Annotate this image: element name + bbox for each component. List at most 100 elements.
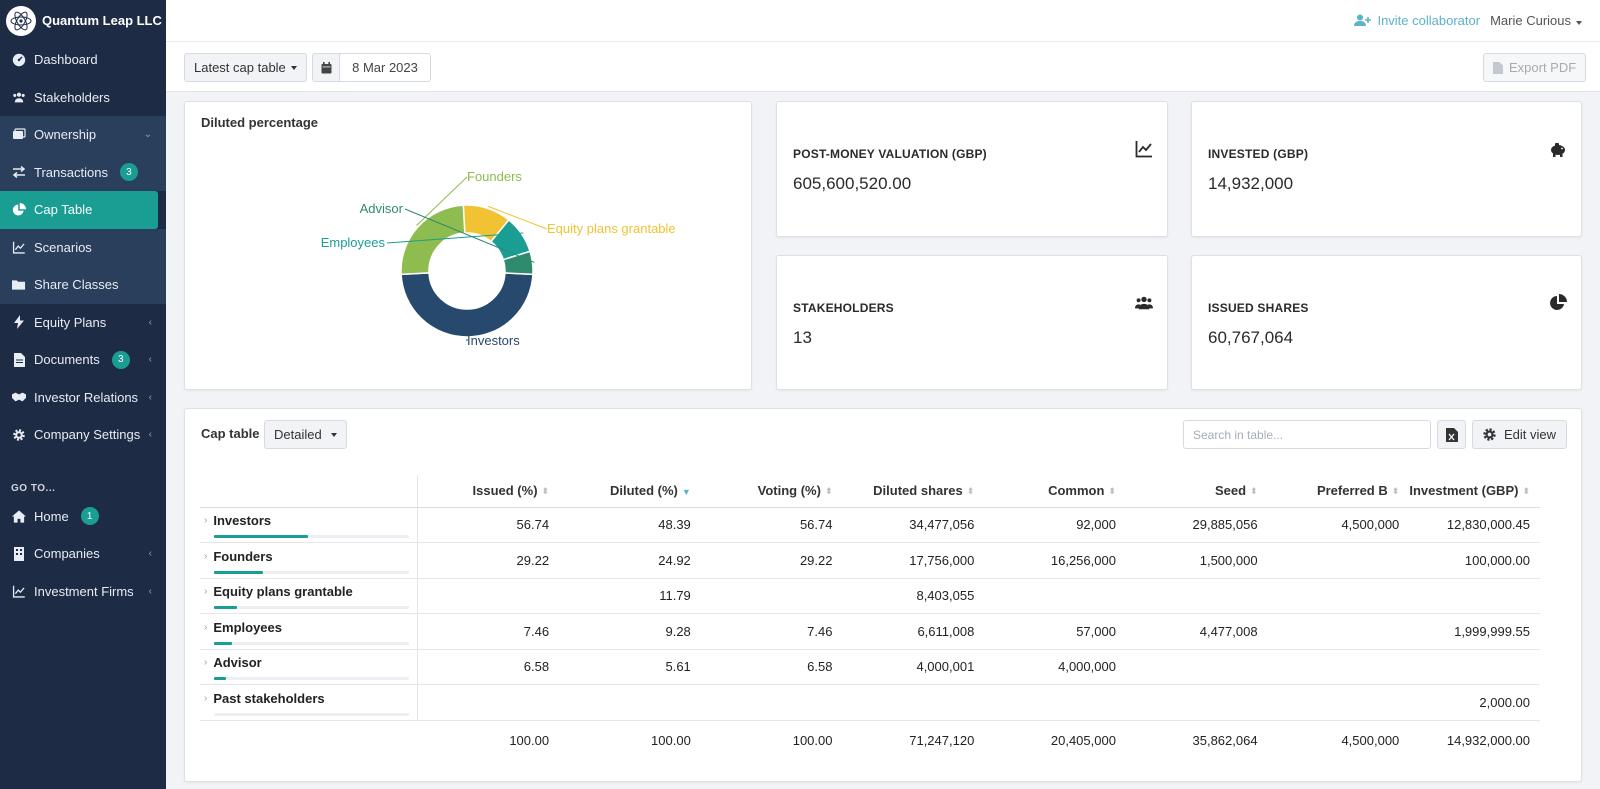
stakeholder-group-cell[interactable]: › Advisor (200, 649, 418, 685)
ownership-bar-fill (214, 641, 232, 645)
chevron-down-icon: ⌄ (143, 129, 152, 141)
table-cell: 24.92 (559, 542, 701, 579)
ownership-bar (214, 535, 409, 538)
chevron-right-icon[interactable]: › (204, 515, 208, 527)
stakeholder-group-cell[interactable]: › Employees (200, 613, 418, 650)
cap-table-mode-label: Detailed (274, 427, 322, 442)
donut-segment-investors[interactable] (400, 272, 534, 338)
diluted-percentage-card: Diluted percentage Investors Founders Equi… (184, 101, 752, 390)
table-row[interactable]: › Founders 29.22 24.92 29.22 17,756,000 16,256… (200, 542, 1540, 579)
chevron-right-icon[interactable]: › (204, 657, 208, 669)
export-excel-button[interactable] (1437, 420, 1466, 449)
table-cell (1125, 578, 1268, 614)
column-header-common[interactable]: Common ⬍ (984, 475, 1126, 508)
goto-section-label: GO TO... (11, 482, 56, 494)
column-header-preferred-b[interactable]: Preferred B ⬍ (1267, 475, 1410, 508)
table-cell (1409, 649, 1540, 685)
count-badge: 3 (111, 350, 130, 369)
column-header-label: Diluted (%) (609, 483, 678, 499)
cap-table-view-select[interactable]: Latest cap table (184, 53, 307, 82)
table-row[interactable]: › Equity plans grantable 11.79 8,403,055 (200, 578, 1540, 614)
post-money-valuation-value: 605,600,520.00 (793, 174, 912, 193)
total-cell: 71,247,120 (909, 732, 975, 748)
sidebar-item-dashboard[interactable]: Dashboard (0, 41, 166, 79)
cap-table-mode-select[interactable]: Detailed (264, 420, 347, 449)
ownership-bar (214, 677, 409, 680)
brand[interactable]: Quantum Leap LLC (0, 0, 166, 41)
table-cell: 100,000.00 (1409, 542, 1540, 579)
table-cell (1267, 578, 1410, 614)
sidebar-item-equity-plans[interactable]: Equity Plans ‹ (0, 304, 166, 342)
stakeholder-group-cell[interactable]: › Past stakeholders (200, 684, 418, 721)
table-cell: 34,477,056 (842, 507, 985, 543)
sidebar-item-scenarios[interactable]: Scenarios (0, 228, 166, 266)
sidebar-item-stakeholders[interactable]: Stakeholders (0, 79, 166, 117)
table-cell (842, 684, 985, 721)
sidebar-item-share-classes[interactable]: Share Classes (0, 266, 166, 304)
donut-label-employees: Employees (321, 235, 386, 250)
chevron-right-icon[interactable]: › (204, 692, 208, 704)
table-row[interactable]: › Employees 7.46 9.28 7.46 6,611,008 57,000 4,4… (200, 613, 1540, 650)
table-cell: 9.28 (559, 613, 701, 650)
issued-shares-label: ISSUED SHARES (1208, 301, 1309, 315)
chevron-left-icon: ‹ (148, 429, 152, 441)
sidebar-item-investment-firms[interactable]: Investment Firms ‹ (0, 573, 166, 611)
name-column-header (200, 475, 418, 508)
top-bar: Invite collaborator Marie Curious (166, 0, 1600, 42)
chevron-right-icon[interactable]: › (204, 621, 208, 633)
sidebar-item-company-settings[interactable]: Company Settings ‹ (0, 416, 166, 454)
stakeholder-group-cell[interactable]: › Investors (200, 507, 418, 543)
table-cell: 5.61 (559, 649, 701, 685)
post-money-valuation-label: POST-MONEY VALUATION (GBP) (793, 147, 987, 161)
count-badge: 1 (80, 507, 99, 526)
sidebar-item-cap-table[interactable]: Cap Table (0, 191, 158, 229)
table-cell: 56.74 (700, 507, 843, 543)
table-search-input[interactable] (1183, 420, 1431, 449)
table-cell: 29.22 (700, 542, 843, 579)
sidebar-item-label: Documents (34, 352, 100, 368)
date-value[interactable]: 8 Mar 2023 (340, 53, 431, 82)
invite-collaborator-link[interactable]: Invite collaborator (1354, 13, 1480, 28)
column-header-diluted-shares[interactable]: Diluted shares ⬍ (842, 475, 985, 508)
sidebar-item-transactions[interactable]: Transactions 3 (0, 153, 166, 191)
user-menu[interactable]: Marie Curious (1490, 13, 1582, 28)
sidebar-item-documents[interactable]: Documents 3 ‹ (0, 341, 166, 379)
sidebar-item-label: Investor Relations (34, 389, 139, 405)
column-header-investment-gbp[interactable]: Investment (GBP) ⬍ (1409, 475, 1540, 508)
table-cell (417, 578, 560, 614)
column-header-diluted[interactable]: Diluted (%) ▼ (559, 475, 701, 508)
table-cell: 4,000,000 (984, 649, 1126, 685)
sidebar-item-home[interactable]: Home 1 (0, 498, 166, 536)
column-header-seed[interactable]: Seed ⬍ (1125, 475, 1268, 508)
chevron-right-icon[interactable]: › (204, 586, 208, 598)
line-chart-icon (1135, 141, 1152, 158)
totals-label-cell (200, 720, 417, 760)
date-picker[interactable]: 8 Mar 2023 (312, 53, 431, 82)
table-row[interactable]: › Investors 56.74 48.39 56.74 34,477,056 92,00… (200, 507, 1540, 543)
table-cell (1267, 684, 1410, 721)
calendar-icon[interactable] (312, 53, 340, 82)
sidebar-item-investor-relations[interactable]: Investor Relations ‹ (0, 379, 166, 417)
edit-view-button[interactable]: Edit view (1472, 420, 1567, 449)
export-pdf-button[interactable]: Export PDF (1483, 53, 1587, 82)
stakeholder-group-cell[interactable]: › Founders (200, 542, 418, 579)
chevron-right-icon[interactable]: › (204, 550, 208, 562)
column-header-issued[interactable]: Issued (%) ⬍ (417, 475, 560, 508)
table-cell: 29,885,056 (1125, 507, 1268, 543)
table-cell: 1,999,999.55 (1409, 613, 1540, 650)
stakeholder-group-cell[interactable]: › Equity plans grantable (200, 578, 418, 614)
sidebar-item-label: Cap Table (34, 202, 93, 218)
sort-icon: ⬍ (1108, 486, 1116, 497)
column-header-voting[interactable]: Voting (%) ⬍ (700, 475, 843, 508)
sidebar-item-ownership[interactable]: Ownership ⌄ (0, 116, 166, 154)
stakeholder-group-name: Past stakeholders (213, 690, 325, 706)
ownership-bar-fill (214, 535, 308, 538)
table-cell (700, 578, 843, 614)
donut-segment-advisor[interactable] (502, 250, 534, 276)
stakeholders-card: STAKEHOLDERS 13 (776, 255, 1168, 390)
table-cell (1409, 578, 1540, 614)
table-row[interactable]: › Advisor 6.58 5.61 6.58 4,000,001 4,000,000 (200, 649, 1540, 685)
sidebar-item-companies[interactable]: Companies ‹ (0, 535, 166, 573)
ownership-bar (214, 641, 409, 645)
table-row[interactable]: › Past stakeholders 2,000.00 (200, 684, 1540, 721)
